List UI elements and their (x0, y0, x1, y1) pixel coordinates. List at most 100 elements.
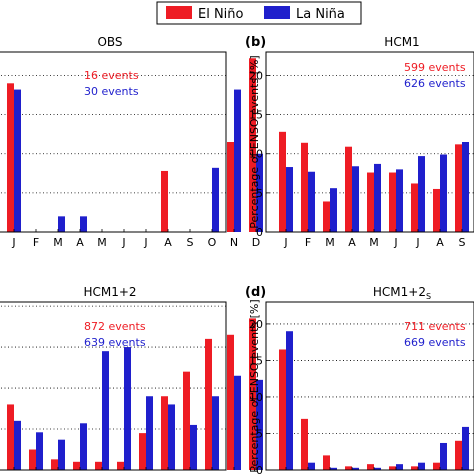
panel-hcm1-2s: JFMAMJJASON05101520HCM1+2S(d)Percentage … (245, 285, 474, 474)
bar-el-nino (117, 461, 124, 470)
la-nina-event-count: 626 events (404, 77, 466, 90)
bar-la-nina (418, 462, 425, 470)
bar-la-nina (80, 423, 87, 470)
bar-el-nino (279, 349, 286, 470)
x-tick-label: M (97, 236, 107, 249)
bar-la-nina (308, 171, 315, 232)
bar-el-nino (389, 172, 396, 232)
bar-la-nina (14, 420, 21, 470)
la-nina-event-count: 639 events (84, 336, 146, 349)
legend-label: La Niña (296, 7, 345, 22)
bar-la-nina (462, 426, 469, 470)
y-tick-label: 0 (256, 226, 263, 239)
x-tick-label: J (283, 236, 287, 249)
bar-el-nino (161, 170, 168, 232)
x-tick-label: J (11, 236, 15, 249)
bar-el-nino (323, 455, 330, 470)
bar-la-nina (286, 167, 293, 232)
legend-label: El Niño (198, 7, 244, 22)
y-tick-label: 15 (249, 109, 263, 122)
bar-el-nino (51, 459, 58, 470)
x-tick-label: A (348, 236, 356, 249)
bar-el-nino (433, 462, 440, 470)
bar-el-nino (367, 172, 374, 232)
x-tick-label: F (33, 236, 39, 249)
y-tick-label: 10 (249, 148, 263, 161)
panel-title-text: OBS (97, 35, 122, 49)
x-tick-label: J (393, 236, 397, 249)
x-tick-label: J (143, 236, 147, 249)
plot-frame (265, 51, 474, 233)
bar-el-nino (411, 183, 418, 232)
bar-el-nino (227, 142, 234, 232)
bar-la-nina (80, 216, 87, 232)
bar-el-nino (7, 404, 14, 470)
bar-la-nina (58, 216, 65, 232)
y-tick-label: 20 (249, 69, 263, 82)
y-axis-label: Percentage of ENSO events [%] (248, 299, 261, 472)
plot-frame (0, 301, 227, 471)
y-tick-label: 20 (249, 318, 263, 331)
x-tick-label: N (230, 236, 238, 249)
bar-la-nina (396, 464, 403, 470)
bar-el-nino (95, 461, 102, 470)
x-tick-label: J (121, 236, 125, 249)
bar-el-nino (345, 466, 352, 470)
bar-la-nina (440, 442, 447, 470)
legend: El Niño La Niña (156, 1, 362, 25)
bar-el-nino (73, 461, 80, 470)
bar-la-nina (234, 375, 241, 470)
panel-hcm1: JFMAMJJASON05101520HCM1(b)Percentage of … (245, 35, 474, 249)
panel-title: HCM1+2 (83, 285, 136, 299)
bar-la-nina (234, 89, 241, 232)
x-tick-label: J (415, 236, 419, 249)
el-nino-event-count: 711 events (404, 320, 466, 333)
plot-frame (265, 301, 474, 471)
panel-title: HCM1 (384, 35, 419, 49)
bar-el-nino (345, 146, 352, 232)
x-tick-label: S (187, 236, 194, 249)
x-tick-label: A (436, 236, 444, 249)
bar-el-nino (323, 201, 330, 232)
y-tick-label: 15 (249, 354, 263, 367)
bar-el-nino (249, 58, 256, 233)
bar-la-nina (102, 351, 109, 470)
x-tick-label: O (208, 236, 217, 249)
bar-la-nina (330, 188, 337, 232)
bar-la-nina (36, 432, 43, 470)
panel-title: HCM1+2S (373, 285, 431, 301)
x-tick-label: M (325, 236, 335, 249)
bar-el-nino (301, 142, 308, 232)
y-tick-label: 5 (256, 187, 263, 200)
bar-la-nina (168, 404, 175, 470)
el-nino-event-count: 872 events (84, 320, 146, 333)
bar-el-nino (227, 334, 234, 470)
legend-swatch (264, 6, 290, 19)
panel-title-text: HCM1+2 (373, 285, 426, 299)
bar-el-nino (301, 418, 308, 470)
bar-el-nino (29, 449, 36, 470)
bar-el-nino (279, 131, 286, 232)
x-tick-label: A (164, 236, 172, 249)
bar-la-nina (308, 462, 315, 470)
bar-la-nina (396, 169, 403, 232)
bar-el-nino (205, 338, 212, 470)
bar-la-nina (58, 439, 65, 470)
bar-la-nina (352, 166, 359, 232)
panel-label: (b) (245, 35, 266, 50)
bar-el-nino (455, 144, 462, 232)
el-nino-event-count: 16 events (84, 69, 139, 82)
panel-title: OBS (97, 35, 122, 49)
bar-la-nina (212, 167, 219, 232)
panel-title-text: HCM1 (384, 35, 419, 49)
el-nino-event-count: 599 events (404, 61, 466, 74)
bar-el-nino (411, 466, 418, 470)
bar-el-nino (183, 371, 190, 470)
bar-la-nina (212, 396, 219, 470)
legend-swatch (166, 6, 192, 19)
bar-el-nino (161, 396, 168, 470)
bar-la-nina (146, 396, 153, 470)
